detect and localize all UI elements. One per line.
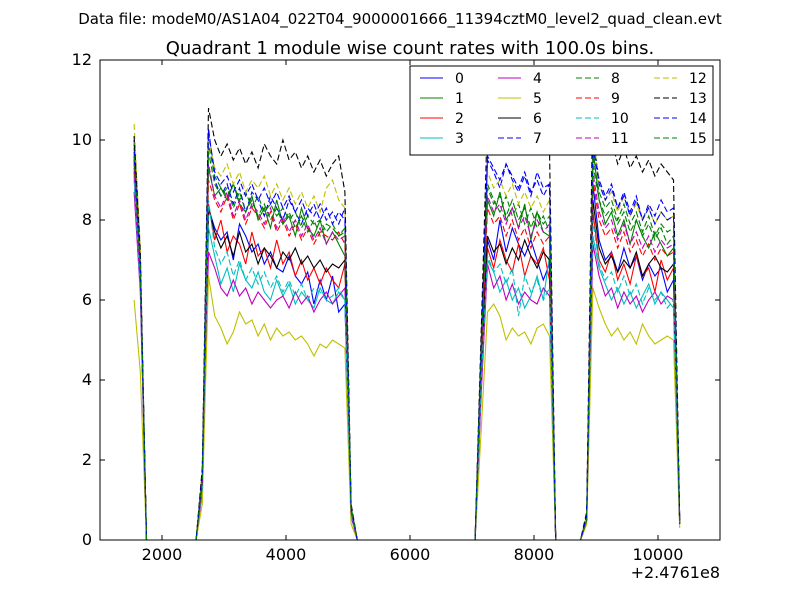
- chart-title: Quadrant 1 module wise count rates with …: [166, 38, 655, 59]
- legend-label-0: 0: [455, 71, 464, 87]
- legend-label-12: 12: [689, 71, 707, 87]
- y-tick-label: 8: [82, 210, 92, 229]
- figure-suptitle: Data file: modeM0/AS1A04_022T04_90000016…: [78, 10, 722, 29]
- y-tick-label: 10: [72, 130, 92, 149]
- legend-label-15: 15: [689, 131, 707, 147]
- x-axis: 2000 4000 6000 8000 10000: [142, 60, 684, 564]
- legend-label-13: 13: [689, 91, 707, 107]
- plot-area: [133, 91, 681, 541]
- legend-label-7: 7: [533, 131, 542, 147]
- legend-label-11: 11: [611, 131, 629, 147]
- legend-label-1: 1: [455, 91, 464, 107]
- series-line-15: [133, 151, 681, 541]
- x-tick-label: 8000: [514, 545, 555, 564]
- x-tick-label: 6000: [390, 545, 431, 564]
- x-tick-label: 10000: [633, 545, 684, 564]
- series-line-11: [133, 163, 681, 541]
- series-line-13: [133, 91, 681, 541]
- series-line-4: [133, 191, 681, 541]
- x-offset-label: +2.4761e8: [631, 563, 720, 582]
- legend-label-6: 6: [533, 111, 542, 127]
- legend-label-8: 8: [611, 71, 620, 87]
- legend-frame: [409, 65, 714, 156]
- legend-label-2: 2: [455, 111, 464, 127]
- y-tick-label: 12: [72, 50, 92, 69]
- legend-label-9: 9: [611, 91, 620, 107]
- series-line-9: [133, 163, 681, 541]
- y-tick-label: 6: [82, 290, 92, 309]
- legend-label-14: 14: [689, 111, 707, 127]
- series-line-5: [133, 275, 681, 541]
- legend-label-3: 3: [455, 131, 464, 147]
- y-tick-label: 4: [82, 370, 92, 389]
- y-tick-label: 0: [82, 530, 92, 549]
- x-tick-label: 4000: [266, 545, 307, 564]
- legend-label-4: 4: [533, 71, 542, 87]
- legend-label-10: 10: [611, 111, 629, 127]
- series-line-8: [133, 143, 681, 541]
- x-tick-label: 2000: [142, 545, 183, 564]
- legend-label-5: 5: [533, 91, 542, 107]
- series-line-0: [133, 159, 681, 541]
- y-tick-label: 2: [82, 450, 92, 469]
